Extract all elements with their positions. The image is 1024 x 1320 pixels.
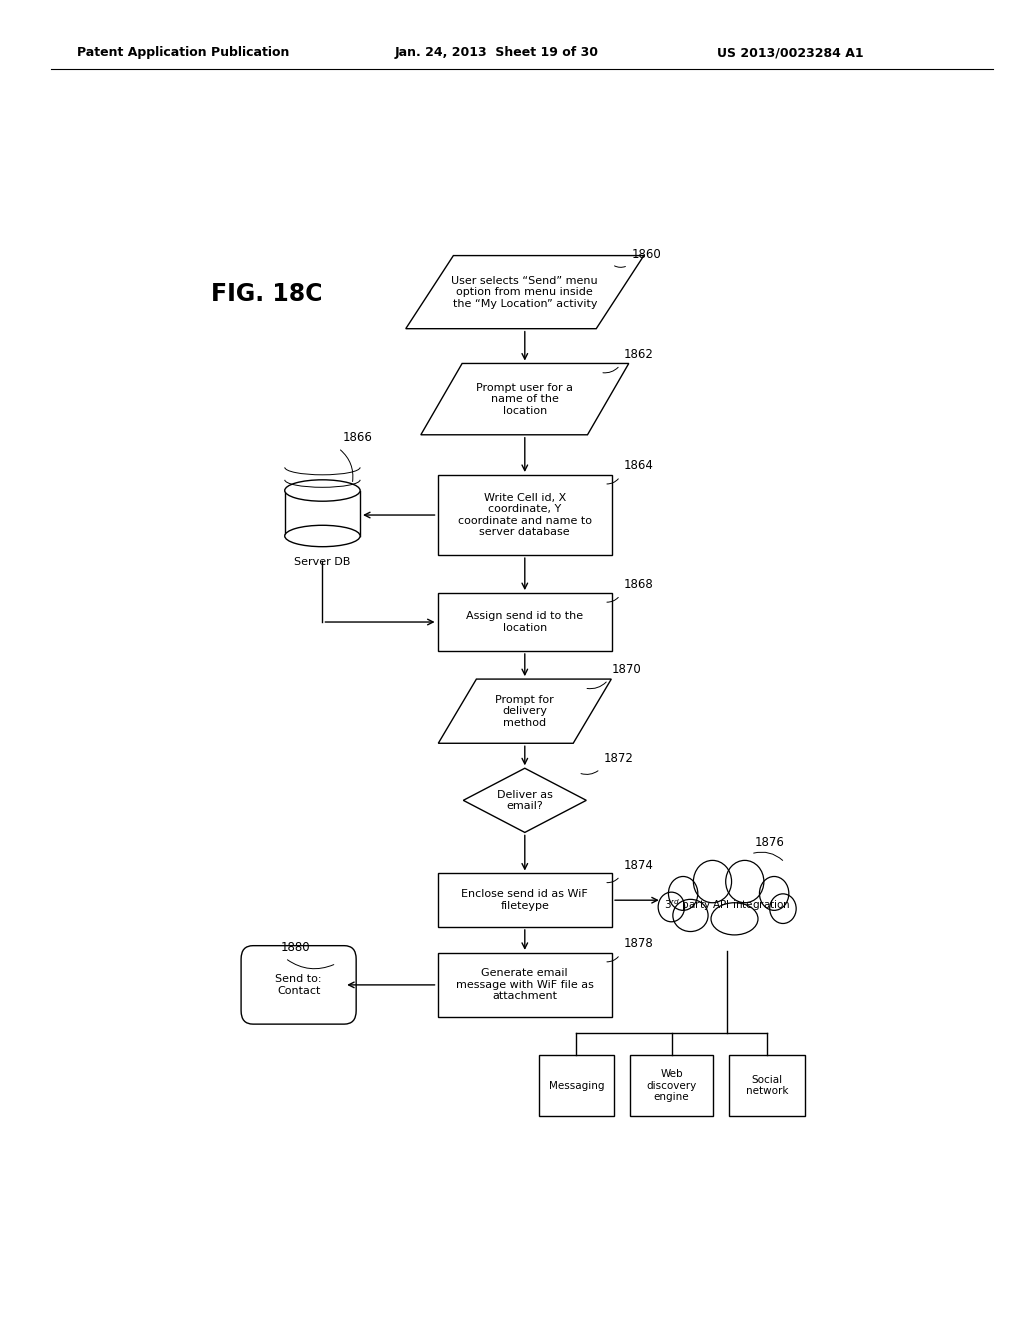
Text: FIG. 18C: FIG. 18C bbox=[211, 282, 323, 306]
Text: 1860: 1860 bbox=[632, 248, 662, 261]
Text: User selects “Send” menu
option from menu inside
the “My Location” activity: User selects “Send” menu option from men… bbox=[452, 276, 598, 309]
Text: US 2013/0023284 A1: US 2013/0023284 A1 bbox=[717, 46, 863, 59]
Ellipse shape bbox=[285, 479, 360, 502]
Text: Jan. 24, 2013  Sheet 19 of 30: Jan. 24, 2013 Sheet 19 of 30 bbox=[394, 46, 598, 59]
Bar bbox=[285, 491, 360, 536]
Ellipse shape bbox=[673, 899, 708, 932]
Bar bbox=[437, 593, 612, 651]
Text: 1868: 1868 bbox=[624, 578, 653, 591]
Bar bbox=[437, 874, 612, 927]
Text: Prompt user for a
name of the
location: Prompt user for a name of the location bbox=[476, 383, 573, 416]
Text: 1870: 1870 bbox=[612, 663, 642, 676]
Bar bbox=[539, 1055, 614, 1115]
Text: Send to:
Contact: Send to: Contact bbox=[275, 974, 322, 995]
Text: Patent Application Publication: Patent Application Publication bbox=[77, 46, 289, 59]
Text: Deliver as
email?: Deliver as email? bbox=[497, 789, 553, 810]
Bar bbox=[437, 475, 612, 556]
Bar bbox=[630, 1055, 714, 1115]
Ellipse shape bbox=[760, 876, 788, 911]
FancyBboxPatch shape bbox=[241, 945, 356, 1024]
Polygon shape bbox=[463, 768, 587, 833]
Text: 1876: 1876 bbox=[755, 837, 784, 849]
Bar bbox=[729, 1055, 805, 1115]
Text: 1874: 1874 bbox=[624, 859, 654, 871]
Text: Server DB: Server DB bbox=[294, 557, 350, 568]
Ellipse shape bbox=[285, 525, 360, 546]
Text: Assign send id to the
location: Assign send id to the location bbox=[466, 611, 584, 632]
Text: 1866: 1866 bbox=[342, 430, 372, 444]
Text: Prompt for
delivery
method: Prompt for delivery method bbox=[496, 694, 554, 727]
Text: Enclose send id as WiF
fileteype: Enclose send id as WiF fileteype bbox=[462, 890, 588, 911]
Text: Social
network: Social network bbox=[745, 1074, 788, 1097]
Text: 1880: 1880 bbox=[282, 941, 311, 953]
Text: Write Cell id, X
coordinate, Y
coordinate and name to
server database: Write Cell id, X coordinate, Y coordinat… bbox=[458, 492, 592, 537]
Ellipse shape bbox=[711, 903, 758, 935]
Ellipse shape bbox=[726, 861, 764, 903]
Ellipse shape bbox=[770, 894, 797, 924]
Polygon shape bbox=[421, 363, 629, 434]
Text: 1862: 1862 bbox=[624, 347, 654, 360]
Bar bbox=[437, 953, 612, 1016]
Text: Web
discovery
engine: Web discovery engine bbox=[646, 1069, 696, 1102]
Text: Messaging: Messaging bbox=[549, 1081, 604, 1090]
Text: Generate email
message with WiF file as
attachment: Generate email message with WiF file as … bbox=[456, 969, 594, 1002]
Text: 1878: 1878 bbox=[624, 937, 653, 950]
Ellipse shape bbox=[658, 892, 685, 921]
Text: 1872: 1872 bbox=[604, 751, 634, 764]
Text: 1864: 1864 bbox=[624, 459, 654, 473]
Text: $3^{rd}$ party API integration: $3^{rd}$ party API integration bbox=[664, 896, 791, 912]
Ellipse shape bbox=[669, 876, 697, 911]
Polygon shape bbox=[438, 678, 611, 743]
Polygon shape bbox=[406, 256, 644, 329]
Ellipse shape bbox=[693, 861, 731, 903]
